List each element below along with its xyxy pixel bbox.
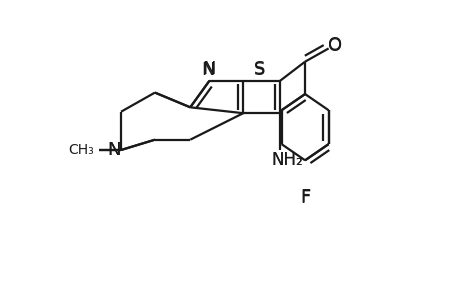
Text: N: N xyxy=(202,60,215,78)
Text: O: O xyxy=(327,37,341,55)
Text: CH₃: CH₃ xyxy=(68,143,94,157)
Text: N: N xyxy=(106,141,120,159)
Text: N: N xyxy=(201,61,214,79)
Text: F: F xyxy=(299,188,309,206)
Text: S: S xyxy=(253,60,264,78)
Text: O: O xyxy=(327,37,341,55)
Text: F: F xyxy=(299,189,309,207)
Text: NH₂: NH₂ xyxy=(271,151,302,169)
Text: S: S xyxy=(253,61,264,79)
Text: N: N xyxy=(106,141,120,159)
Text: NH₂: NH₂ xyxy=(271,151,302,169)
